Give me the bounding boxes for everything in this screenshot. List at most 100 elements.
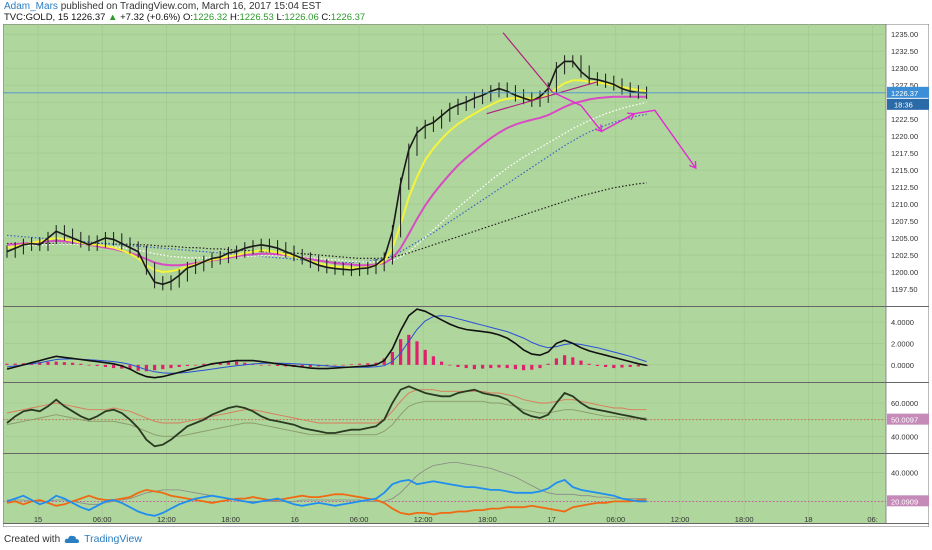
high-label: H: <box>229 12 240 23</box>
macd-histogram-bar <box>505 364 509 369</box>
macd-histogram-bar <box>612 364 616 369</box>
macd-histogram-bar <box>571 357 575 365</box>
macd-histogram-bar <box>153 364 157 371</box>
chart-frame[interactable]: 15 06:00 12:00 18:00 16 06:00 12:00 18:00 17 06:0… <box>3 24 929 527</box>
time-axis-label: 18 <box>804 515 812 524</box>
macd-histogram-bar <box>604 364 608 367</box>
macd-histogram-bar <box>79 363 83 365</box>
price-axis-tick: 1202.50 <box>891 251 918 260</box>
macd-histogram-bar <box>546 363 550 365</box>
forecast-arrowhead <box>627 112 636 121</box>
triangle-lower-trendline <box>486 81 598 115</box>
time-axis-label: 18:00 <box>735 515 754 524</box>
tradingview-brand-link[interactable]: TradingView <box>84 533 142 545</box>
macd-histogram-bar <box>144 364 148 372</box>
macd-histogram-bar <box>563 355 567 365</box>
macd-histogram-bar <box>620 364 624 368</box>
price-axis-tick: 1227.50 <box>891 81 918 90</box>
price-axis-background-1 <box>886 307 929 382</box>
current-price-tag-text: 1226.37 <box>891 89 918 98</box>
time-axis-label: 12:00 <box>671 515 690 524</box>
macd-histogram-bar <box>456 364 460 367</box>
macd-histogram-bar <box>341 364 345 366</box>
macd-histogram-bar <box>218 362 222 365</box>
rsi-value-tag <box>887 413 929 425</box>
macd-histogram-bar <box>530 364 534 370</box>
chart-svg[interactable]: 15 06:00 12:00 18:00 16 06:00 12:00 18:00 17 06:0… <box>3 24 929 527</box>
macd-axis-tick: 4.0000 <box>891 318 914 327</box>
pane-background-3 <box>3 454 886 523</box>
time-axis-label: 12:00 <box>414 515 433 524</box>
low-value: 1226.06 <box>284 12 319 23</box>
macd-histogram-bar <box>333 364 337 366</box>
adx-line <box>7 462 647 505</box>
macd-histogram-bar <box>595 364 599 366</box>
macd-histogram-bar <box>628 364 632 367</box>
macd-histogram-bar <box>259 364 263 366</box>
rsi-line <box>6 385 647 448</box>
di-plus-line <box>6 478 647 517</box>
macd-histogram-bar <box>423 349 427 365</box>
current-price-tag <box>887 86 929 98</box>
rsi-upper-band <box>6 389 647 424</box>
time-axis-label: 06:00 <box>350 515 369 524</box>
macd-histogram-bar <box>358 363 362 365</box>
low-label: L: <box>276 12 285 23</box>
countdown-tag-text: 18:36 <box>894 100 913 109</box>
macd-histogram-bar <box>431 356 435 365</box>
macd-histogram-bar <box>415 341 419 365</box>
macd-signal-line <box>6 315 647 374</box>
macd-histogram-bar <box>226 362 230 365</box>
macd-histogram-bar <box>579 360 583 365</box>
time-axis-label: 06:00 <box>93 515 112 524</box>
macd-histogram-bar <box>112 364 116 369</box>
time-axis-label: 06: <box>867 515 877 524</box>
time-axis-label: 18:00 <box>221 515 240 524</box>
created-with-text: Created with <box>4 533 61 545</box>
publish-text: published on TradingView.com, March 16, … <box>60 1 322 12</box>
countdown-tag <box>887 98 929 110</box>
series-line-price-close <box>6 60 647 286</box>
macd-line <box>6 308 647 379</box>
macd-histogram-bar <box>38 362 42 365</box>
price-axis-tick: 1232.50 <box>891 47 918 56</box>
macd-histogram-bar <box>636 364 640 367</box>
forecast-arrowhead <box>594 124 603 133</box>
dmi-axis-tick: 40.0000 <box>891 469 918 478</box>
price-axis-tick: 1200.00 <box>891 268 918 277</box>
macd-histogram-bar <box>169 364 173 369</box>
price-change: +7.32 (+0.6%) <box>120 12 181 23</box>
macd-histogram-bar <box>497 364 501 368</box>
macd-histogram-bar <box>235 361 239 365</box>
macd-histogram-bar <box>21 363 25 365</box>
pane-background-2 <box>3 383 886 453</box>
price-axis-tick: 1222.50 <box>891 115 918 124</box>
price-axis-background-3 <box>886 454 929 523</box>
macd-histogram-bar <box>87 364 91 366</box>
macd-histogram-bar <box>177 364 181 367</box>
time-axis-label: 18:00 <box>478 515 497 524</box>
macd-histogram-bar <box>522 364 526 371</box>
macd-histogram-bar <box>95 364 99 366</box>
macd-histogram-bar <box>538 364 542 369</box>
macd-histogram-bar <box>489 364 493 369</box>
pane-background-1 <box>3 307 886 382</box>
macd-histogram-bar <box>62 362 66 365</box>
macd-histogram-bar <box>5 363 9 365</box>
price-axis-tick: 1220.00 <box>891 132 918 141</box>
macd-histogram-bar <box>407 334 411 365</box>
up-arrow-icon: ▲ <box>108 12 118 23</box>
macd-histogram-bar <box>390 352 394 365</box>
price-axis-tick: 1217.50 <box>891 149 918 158</box>
price-axis-tick: 1207.50 <box>891 217 918 226</box>
macd-histogram-bar <box>13 363 17 365</box>
open-value: 1226.32 <box>192 12 228 23</box>
symbol-legend: TVC:GOLD, 15 1226.37 ▲ +7.32 (+0.6%) O:1… <box>4 12 365 23</box>
macd-histogram-bar <box>103 364 107 367</box>
price-axis-tick: 1215.00 <box>891 166 918 175</box>
time-axis-label: 15 <box>34 515 42 524</box>
last-price: 1226.37 <box>71 12 106 23</box>
macd-histogram-bar <box>308 364 312 367</box>
macd-histogram-bar <box>472 364 476 370</box>
author-link[interactable]: Adam_Mars <box>4 1 58 12</box>
